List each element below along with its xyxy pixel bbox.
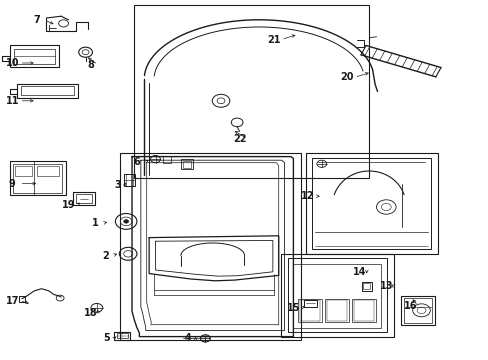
Bar xyxy=(181,159,193,169)
Text: 6: 6 xyxy=(133,157,140,167)
Bar xyxy=(120,153,300,340)
Bar xyxy=(281,254,393,337)
Text: 1: 1 xyxy=(92,218,99,228)
Bar xyxy=(123,174,135,186)
Text: 13: 13 xyxy=(379,281,392,291)
Bar xyxy=(287,258,386,332)
Bar xyxy=(14,49,55,64)
Text: 18: 18 xyxy=(83,308,97,318)
Text: 17: 17 xyxy=(5,296,19,306)
Text: 11: 11 xyxy=(5,96,19,106)
Text: 19: 19 xyxy=(61,200,75,210)
Bar xyxy=(19,296,25,302)
Bar xyxy=(400,296,434,325)
Bar xyxy=(326,300,346,321)
Bar xyxy=(300,300,319,321)
Bar xyxy=(305,153,437,254)
Bar xyxy=(304,300,316,307)
Text: 3: 3 xyxy=(114,180,121,190)
Text: 16: 16 xyxy=(403,301,417,311)
Text: 12: 12 xyxy=(301,191,314,201)
Bar xyxy=(15,166,32,176)
Text: 15: 15 xyxy=(286,303,300,313)
Bar xyxy=(361,282,371,291)
Bar xyxy=(293,264,381,328)
Text: 21: 21 xyxy=(266,35,280,45)
Text: 22: 22 xyxy=(232,134,246,144)
Bar xyxy=(13,164,62,193)
Bar xyxy=(134,5,368,178)
Bar xyxy=(353,300,373,321)
Bar xyxy=(73,192,95,205)
Bar xyxy=(10,45,59,67)
Text: 7: 7 xyxy=(33,15,40,25)
Text: 14: 14 xyxy=(352,267,366,277)
Bar xyxy=(21,86,74,95)
Text: 5: 5 xyxy=(103,333,110,343)
Bar xyxy=(117,333,127,338)
Bar xyxy=(10,161,66,195)
Text: 2: 2 xyxy=(102,251,108,261)
Text: 8: 8 xyxy=(87,60,94,70)
Bar xyxy=(325,299,348,322)
Bar xyxy=(76,194,92,203)
Text: 20: 20 xyxy=(340,72,353,82)
Bar xyxy=(298,299,321,322)
Bar xyxy=(183,161,191,168)
Bar xyxy=(363,283,369,289)
Bar xyxy=(114,332,130,340)
Circle shape xyxy=(123,220,128,223)
Text: 10: 10 xyxy=(5,58,19,68)
Bar xyxy=(351,299,375,322)
Text: 9: 9 xyxy=(9,179,16,189)
Text: 4: 4 xyxy=(184,333,191,343)
Bar xyxy=(17,84,78,98)
Bar xyxy=(37,166,59,176)
Bar xyxy=(311,158,430,249)
Bar xyxy=(163,156,171,163)
Bar xyxy=(403,298,431,323)
